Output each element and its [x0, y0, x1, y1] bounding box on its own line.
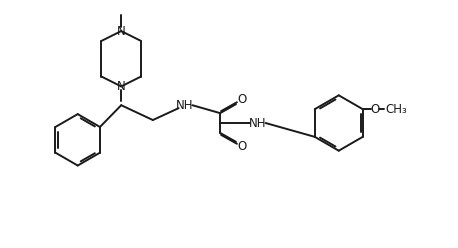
Text: O: O	[370, 103, 379, 116]
Text: NH: NH	[176, 99, 193, 112]
Text: N: N	[117, 25, 125, 37]
Text: O: O	[237, 93, 246, 106]
Text: O: O	[237, 140, 246, 153]
Text: CH₃: CH₃	[386, 103, 407, 116]
Text: NH: NH	[249, 117, 267, 129]
Text: N: N	[117, 80, 125, 93]
